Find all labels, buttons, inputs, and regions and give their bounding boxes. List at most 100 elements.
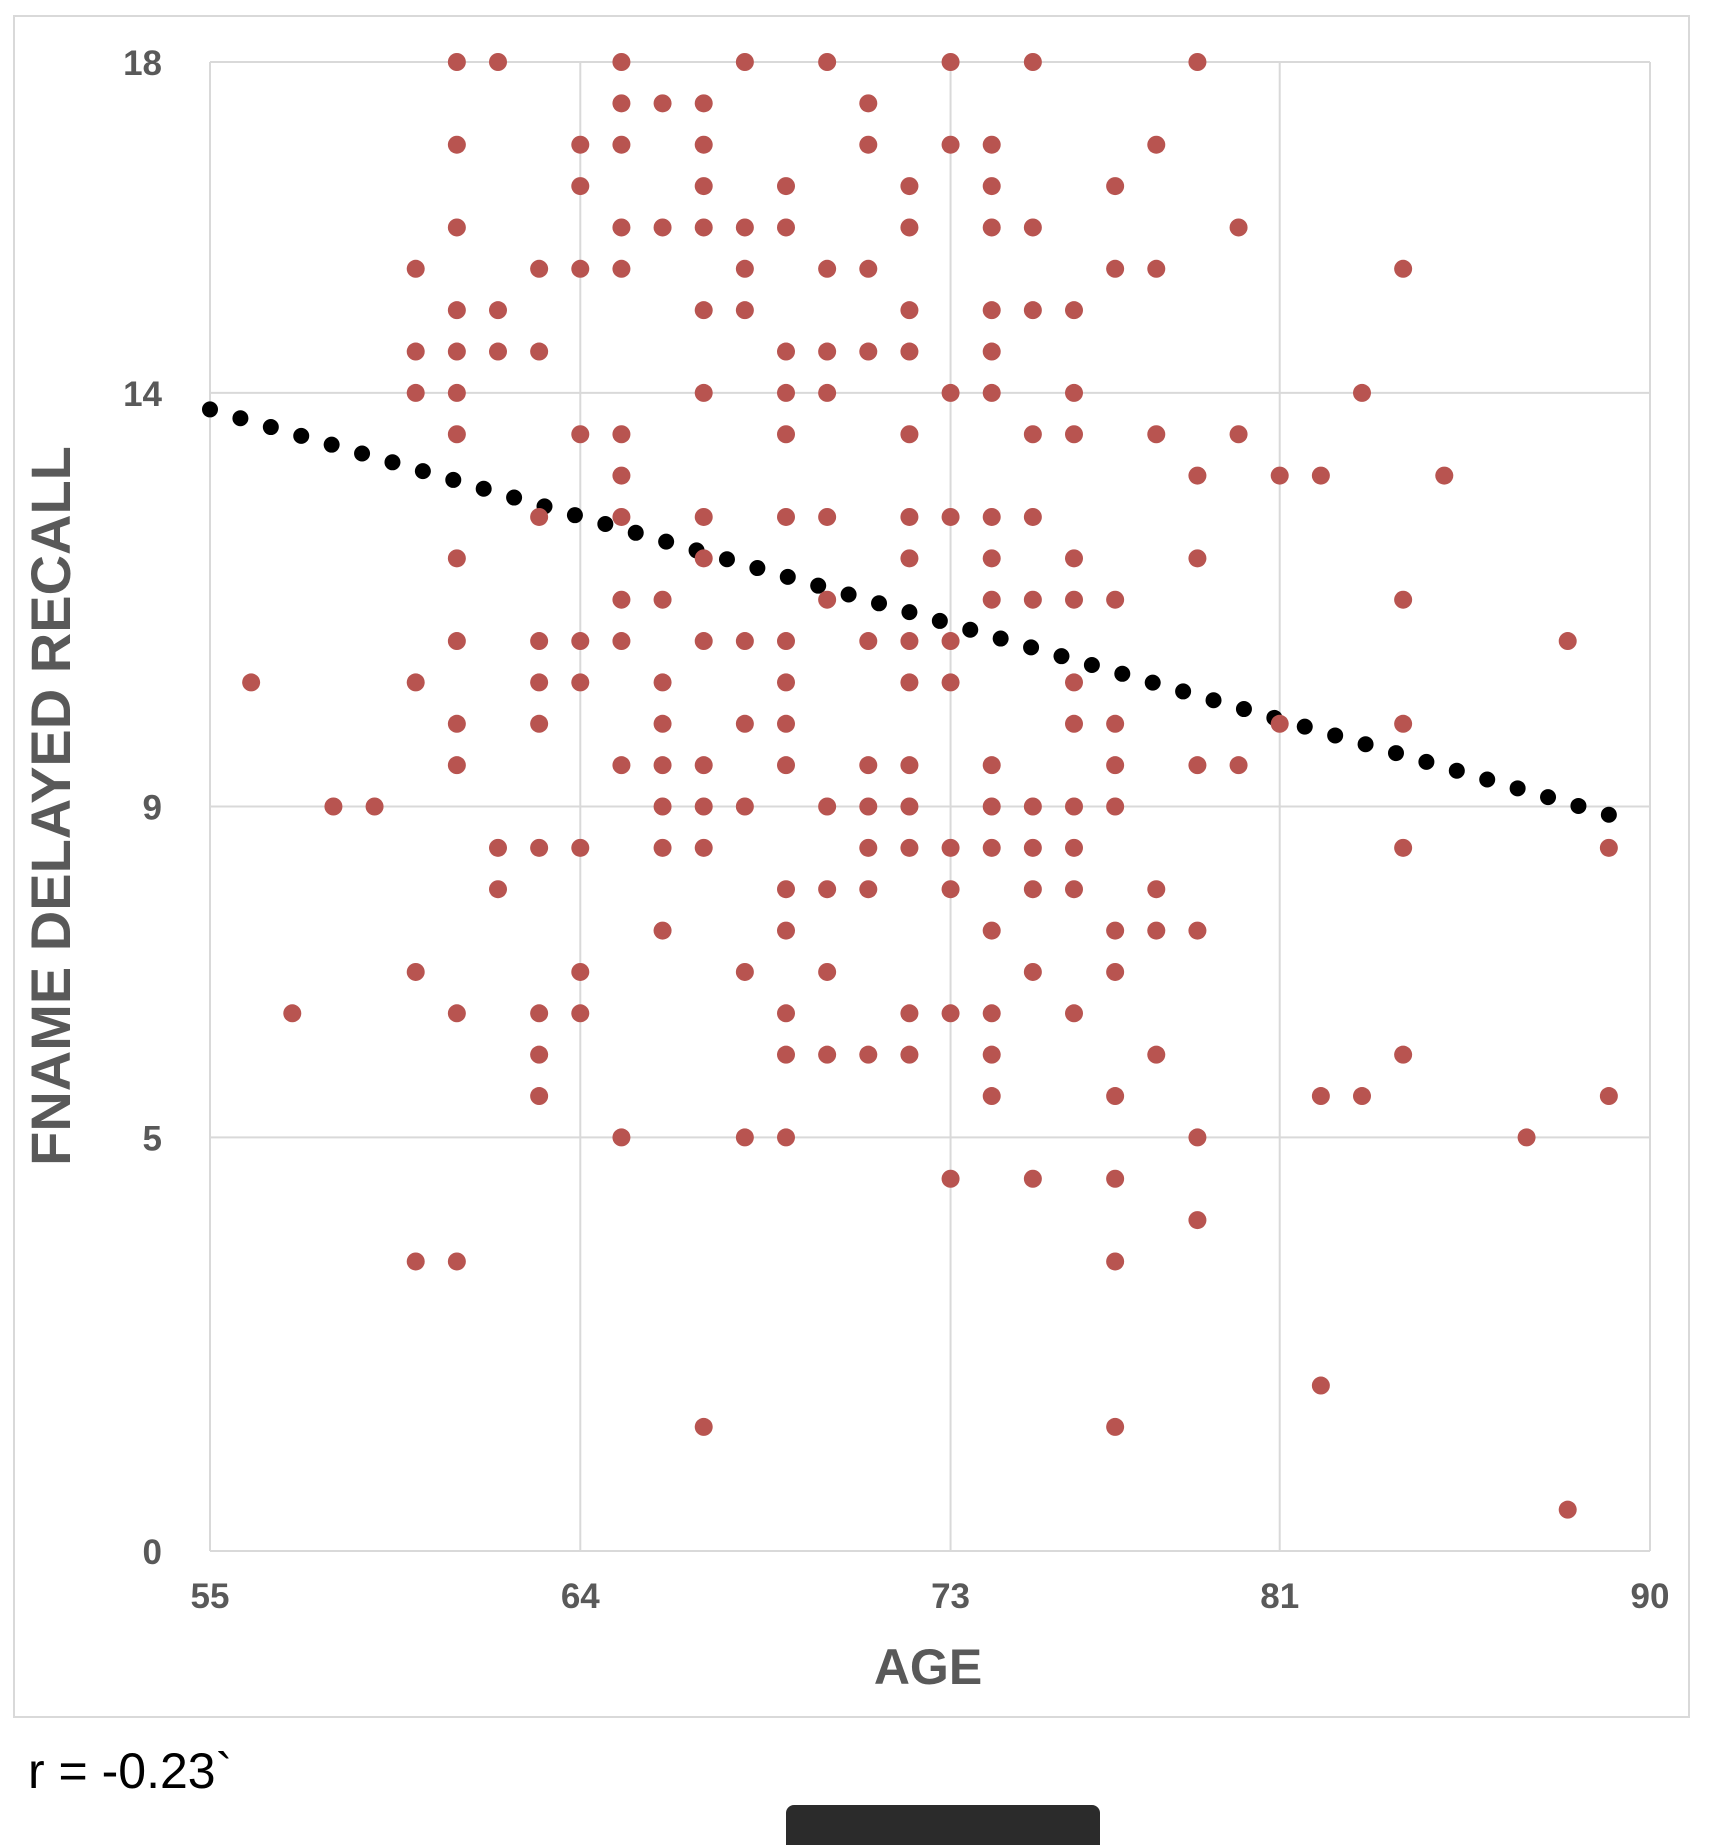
data-point <box>1106 714 1125 733</box>
trendline-dot <box>1175 683 1192 700</box>
trendline-dot <box>1327 727 1344 744</box>
data-point <box>859 797 878 816</box>
trendline-dot <box>1235 701 1252 718</box>
data-point <box>900 797 919 816</box>
data-point <box>1188 756 1207 775</box>
data-point <box>982 1004 1001 1023</box>
data-point <box>653 673 672 692</box>
data-point <box>530 1045 549 1064</box>
data-point <box>571 259 590 278</box>
data-point <box>941 135 960 154</box>
trendline-dot <box>871 595 888 612</box>
data-point <box>982 177 1001 196</box>
data-point <box>1188 549 1207 568</box>
data-point <box>777 756 795 775</box>
data-point <box>1106 921 1125 940</box>
data-point <box>900 756 919 775</box>
data-point <box>941 838 960 857</box>
data-point <box>1023 425 1042 444</box>
trendline-dot <box>1600 806 1617 823</box>
data-point <box>859 838 878 857</box>
data-point <box>571 838 590 857</box>
data-point <box>1023 797 1042 816</box>
data-point <box>1106 756 1125 775</box>
data-point <box>653 797 672 816</box>
data-point <box>982 549 1001 568</box>
data-point <box>1106 259 1125 278</box>
data-point <box>612 507 631 526</box>
data-point <box>900 1045 919 1064</box>
data-point <box>489 301 507 320</box>
data-point <box>900 673 919 692</box>
data-point <box>900 342 919 361</box>
data-point <box>1106 962 1125 981</box>
data-point <box>1065 797 1083 816</box>
trendline-dot <box>445 471 462 488</box>
data-point <box>859 259 878 278</box>
data-point <box>982 135 1001 154</box>
trendline-dot <box>323 436 340 453</box>
data-point <box>777 507 795 526</box>
data-point <box>1023 507 1042 526</box>
bottom-overlay-tab[interactable] <box>786 1805 1100 1845</box>
data-point <box>735 259 754 278</box>
data-point <box>982 590 1001 609</box>
data-point <box>1106 797 1125 816</box>
data-point <box>530 673 549 692</box>
data-point <box>859 342 878 361</box>
data-point <box>694 135 713 154</box>
data-point <box>982 921 1001 940</box>
data-point <box>1270 714 1289 733</box>
data-point <box>447 425 466 444</box>
data-point <box>1599 838 1618 857</box>
data-point <box>900 177 919 196</box>
data-point <box>653 218 672 237</box>
trendline-dot <box>1479 771 1496 788</box>
trendline-dot <box>901 604 918 621</box>
data-point <box>1311 1087 1330 1106</box>
data-point <box>447 342 466 361</box>
data-point <box>735 714 754 733</box>
data-point <box>653 94 672 113</box>
data-point <box>900 507 919 526</box>
data-point <box>982 1045 1001 1064</box>
data-point <box>1106 1169 1125 1188</box>
data-point <box>982 218 1001 237</box>
data-point <box>818 590 837 609</box>
data-point <box>489 838 507 857</box>
trendline-dot <box>1114 665 1131 682</box>
data-point <box>571 425 590 444</box>
data-point <box>818 1045 837 1064</box>
trendline-dot <box>1418 753 1435 770</box>
data-point <box>1353 1087 1371 1106</box>
trendline-dot <box>718 551 735 568</box>
data-point <box>653 838 672 857</box>
trendline-dot <box>597 515 614 532</box>
data-point <box>900 301 919 320</box>
data-point <box>941 507 960 526</box>
data-point <box>900 632 919 651</box>
data-point <box>1106 1087 1125 1106</box>
data-point <box>530 342 549 361</box>
data-points <box>242 53 1618 1519</box>
data-point <box>1065 549 1083 568</box>
data-point <box>818 53 837 71</box>
data-point <box>1394 1045 1413 1064</box>
data-point <box>941 1004 960 1023</box>
trendline-dot <box>1448 762 1465 779</box>
trendline-dot <box>232 410 249 427</box>
trendline-dot <box>354 445 371 462</box>
trendline-dot <box>1083 656 1100 673</box>
trendline-dot <box>749 560 766 577</box>
data-point <box>694 301 713 320</box>
data-point <box>1229 218 1248 237</box>
data-point <box>859 94 878 113</box>
data-point <box>612 218 631 237</box>
data-point <box>982 301 1001 320</box>
data-point <box>653 756 672 775</box>
data-point <box>447 714 466 733</box>
trendline-dot <box>992 630 1009 647</box>
data-point <box>406 962 425 981</box>
data-point <box>1023 53 1042 71</box>
trendline-dot <box>1387 745 1404 762</box>
